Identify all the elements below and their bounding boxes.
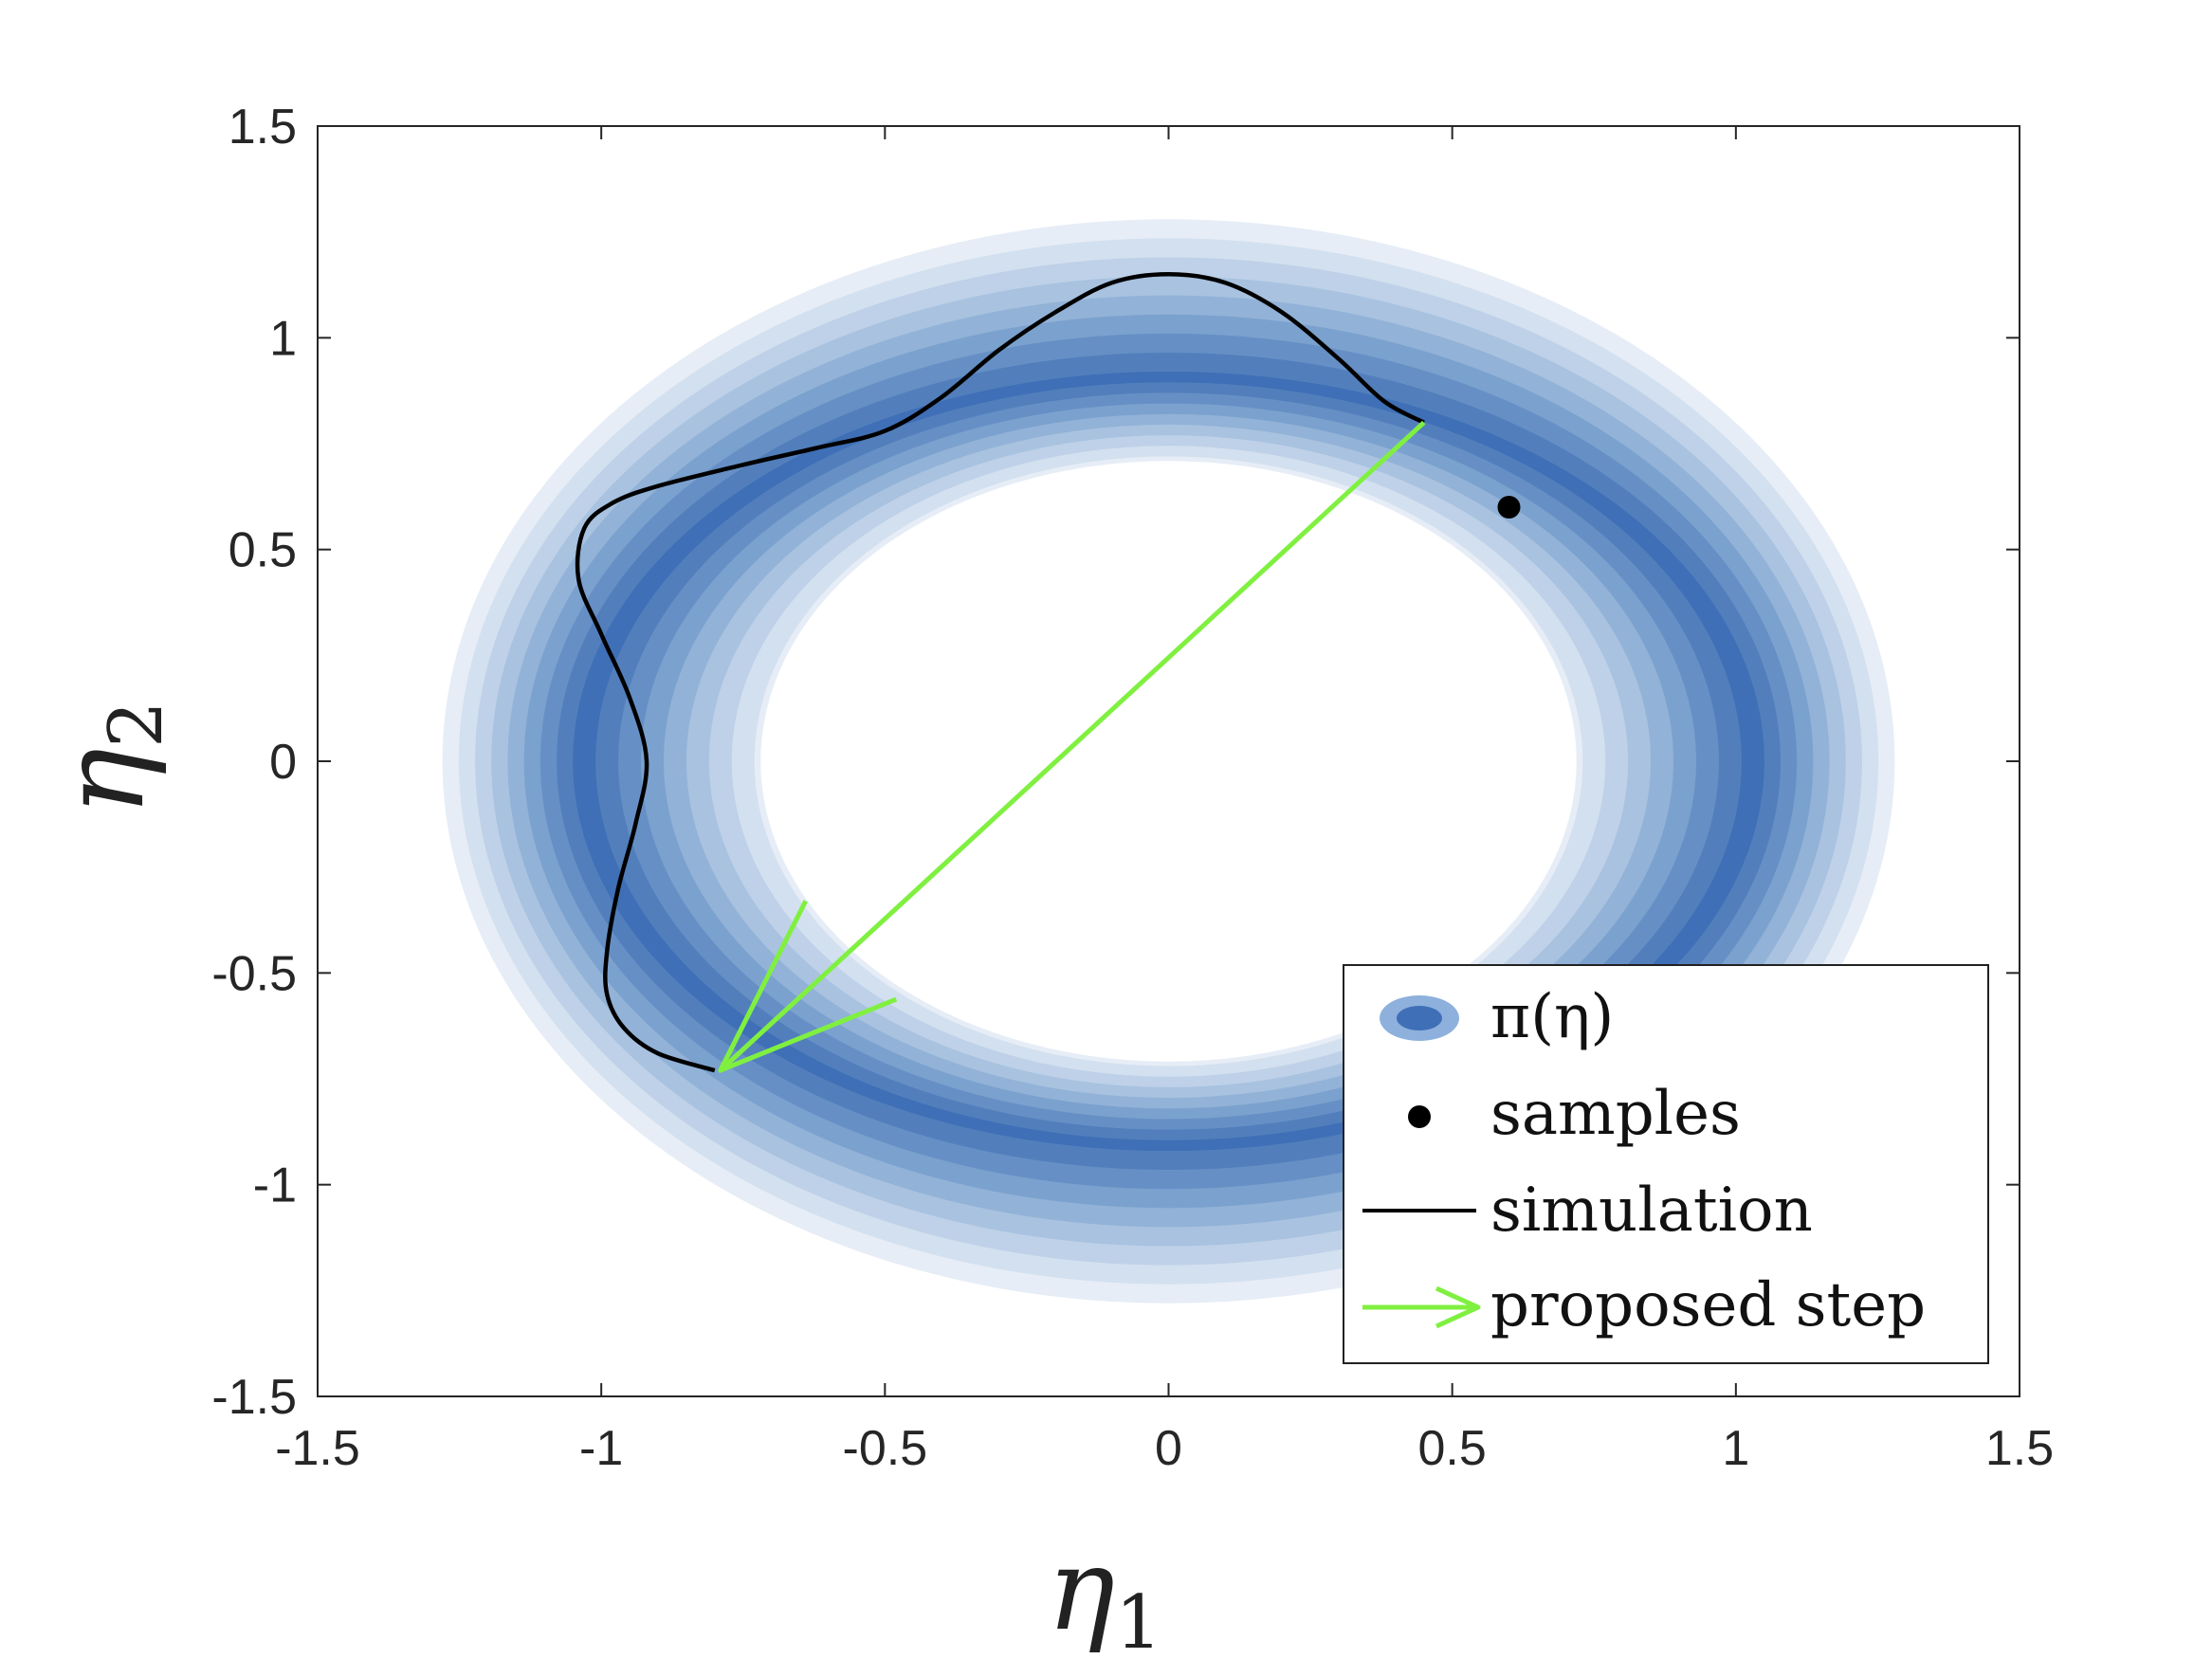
x-tick-label-4: 0.5 xyxy=(1418,1421,1487,1476)
y-axis-label: η2 xyxy=(38,701,179,816)
legend-density-label: π(η) xyxy=(1490,982,1614,1052)
x-tick-label-5: 1 xyxy=(1722,1421,1749,1476)
proposed-step-layer xyxy=(718,420,1426,1073)
samples-layer xyxy=(1497,496,1521,519)
y-tick-label-5: 1 xyxy=(269,311,297,366)
legend-samples-label: samples xyxy=(1490,1079,1741,1149)
legend-step-label: proposed step xyxy=(1490,1270,1926,1340)
simulation-line xyxy=(575,272,1425,1073)
y-tick-label-3: 0 xyxy=(269,735,297,790)
legend-samples-marker xyxy=(1408,1105,1431,1128)
x-tick-label-1: -1 xyxy=(579,1421,623,1476)
density-hole xyxy=(760,461,1577,1062)
y-tick-label-2: -0.5 xyxy=(211,946,297,1001)
x-tick-label-3: 0 xyxy=(1155,1421,1182,1476)
proposed-step-arrowhead xyxy=(718,900,898,1073)
legend-density-icon xyxy=(1380,995,1459,1041)
density-ring xyxy=(442,219,1895,1304)
proposed-step-line xyxy=(719,420,1426,1072)
simulation-layer xyxy=(575,272,1425,1073)
x-tick-label-0: -1.5 xyxy=(275,1421,360,1476)
y-tick-label-4: 0.5 xyxy=(229,523,297,578)
legend-step-arrow xyxy=(1362,1285,1481,1329)
axis-ticks: -1.5 -1 -0.5 0 0.5 1 1.5 -1.5 -1 -0.5 0 0.5 1 1.5 xyxy=(211,100,2054,1476)
y-tick-label-6: 1.5 xyxy=(229,100,297,155)
legend: π(η) samples simulation proposed step xyxy=(1343,964,1989,1364)
x-tick-label-6: 1.5 xyxy=(1985,1421,2054,1476)
legend-simulation-label: simulation xyxy=(1490,1176,1813,1246)
y-tick-label-0: -1.5 xyxy=(211,1370,297,1425)
sample-point-0 xyxy=(1497,496,1521,519)
x-axis-label: η1 xyxy=(1047,1524,1162,1659)
x-tick-label-2: -0.5 xyxy=(843,1421,928,1476)
y-tick-label-1: -1 xyxy=(253,1158,297,1213)
